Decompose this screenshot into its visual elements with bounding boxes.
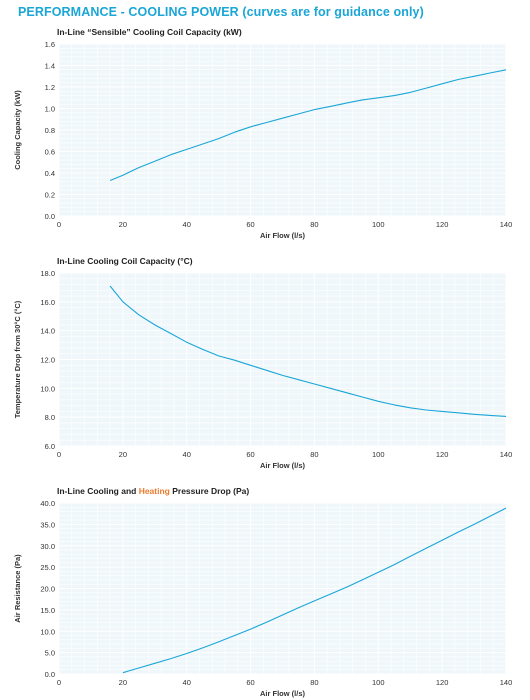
chart3-title-part2: Pressure Drop (Pa) — [169, 486, 250, 496]
y-tick-label: 18.0 — [40, 269, 55, 278]
x-axis-label: Air Flow (l/s) — [260, 231, 306, 240]
x-axis-label: Air Flow (l/s) — [260, 461, 306, 470]
x-tick-label: 60 — [246, 678, 254, 687]
y-tick-label: 1.0 — [45, 105, 55, 114]
x-tick-label: 140 — [500, 678, 513, 687]
y-tick-label: 1.4 — [45, 62, 55, 71]
x-tick-label: 140 — [500, 450, 513, 459]
chart3-title-heating: Heating — [138, 486, 170, 496]
y-tick-label: 6.0 — [45, 442, 55, 451]
y-tick-label: 5.0 — [45, 649, 55, 658]
y-tick-label: 40.0 — [40, 499, 55, 508]
x-tick-label: 120 — [436, 678, 449, 687]
y-tick-label: 0.8 — [45, 126, 55, 135]
x-tick-label: 120 — [436, 450, 449, 459]
page-heading: PERFORMANCE - COOLING POWER (curves are … — [18, 5, 424, 19]
x-tick-label: 20 — [119, 678, 127, 687]
x-tick-label: 100 — [372, 220, 385, 229]
series-line — [122, 507, 507, 674]
y-tick-label: 12.0 — [40, 356, 55, 365]
y-axis-label: Temperature Drop from 30°C (°C) — [13, 300, 22, 418]
y-tick-label: 35.0 — [40, 520, 55, 529]
x-tick-label: 40 — [183, 450, 191, 459]
y-tick-label: 15.0 — [40, 606, 55, 615]
x-tick-label: 40 — [183, 678, 191, 687]
y-tick-label: 20.0 — [40, 585, 55, 594]
y-tick-label: 0.6 — [45, 148, 55, 157]
x-tick-label: 120 — [436, 220, 449, 229]
y-axis-label: Cooling Capacity (kW) — [13, 90, 22, 170]
x-axis-label: Air Flow (l/s) — [260, 689, 306, 698]
y-tick-label: 25.0 — [40, 563, 55, 572]
y-tick-label: 0.2 — [45, 191, 55, 200]
x-tick-label: 20 — [119, 220, 127, 229]
x-tick-label: 80 — [310, 450, 318, 459]
x-tick-label: 20 — [119, 450, 127, 459]
x-tick-label: 60 — [246, 450, 254, 459]
chart2-title: In-Line Cooling Coil Capacity (°C) — [57, 256, 193, 266]
x-tick-label: 40 — [183, 220, 191, 229]
y-tick-label: 16.0 — [40, 298, 55, 307]
y-tick-label: 0.4 — [45, 169, 55, 178]
chart3-pressure-drop: 0.0 5.0 10.0 15.0 20.0 25.0 30.0 35.0 40.0 0 20 40 6… — [13, 499, 513, 698]
y-tick-label: 1.6 — [45, 40, 55, 49]
y-tick-label: 8.0 — [45, 413, 55, 422]
chart3-title-part1: In-Line Cooling and — [57, 486, 139, 496]
y-tick-label: 10.0 — [40, 384, 55, 393]
series-line — [109, 69, 507, 182]
y-tick-label: 0.0 — [45, 212, 55, 221]
chart1-sensible-capacity: 0.0 0.2 0.4 0.6 0.8 1.0 1.2 1.4 1.6 0 20 40 60 80 100 1… — [13, 40, 513, 240]
x-tick-label: 80 — [310, 220, 318, 229]
x-tick-label: 0 — [57, 450, 61, 459]
y-tick-label: 0.0 — [45, 670, 55, 679]
chart1-title: In-Line “Sensible” Cooling Coil Capacity… — [57, 27, 242, 37]
x-tick-label: 100 — [372, 678, 385, 687]
x-tick-label: 100 — [372, 450, 385, 459]
y-tick-label: 14.0 — [40, 327, 55, 336]
y-axis-label: Air Resistance (Pa) — [13, 554, 22, 623]
x-tick-label: 80 — [310, 678, 318, 687]
chart3-title: In-Line Cooling and Heating Pressure Dro… — [57, 486, 249, 496]
series-line — [109, 285, 507, 417]
y-tick-label: 10.0 — [40, 627, 55, 636]
x-tick-label: 0 — [57, 220, 61, 229]
y-tick-label: 30.0 — [40, 542, 55, 551]
y-tick-label: 1.2 — [45, 83, 55, 92]
x-tick-label: 0 — [57, 678, 61, 687]
x-tick-label: 60 — [246, 220, 254, 229]
x-tick-label: 140 — [500, 220, 513, 229]
chart2-temperature-drop: 6.0 8.0 10.0 12.0 14.0 16.0 18.0 0 20 40 60 80 100 12… — [13, 269, 513, 470]
